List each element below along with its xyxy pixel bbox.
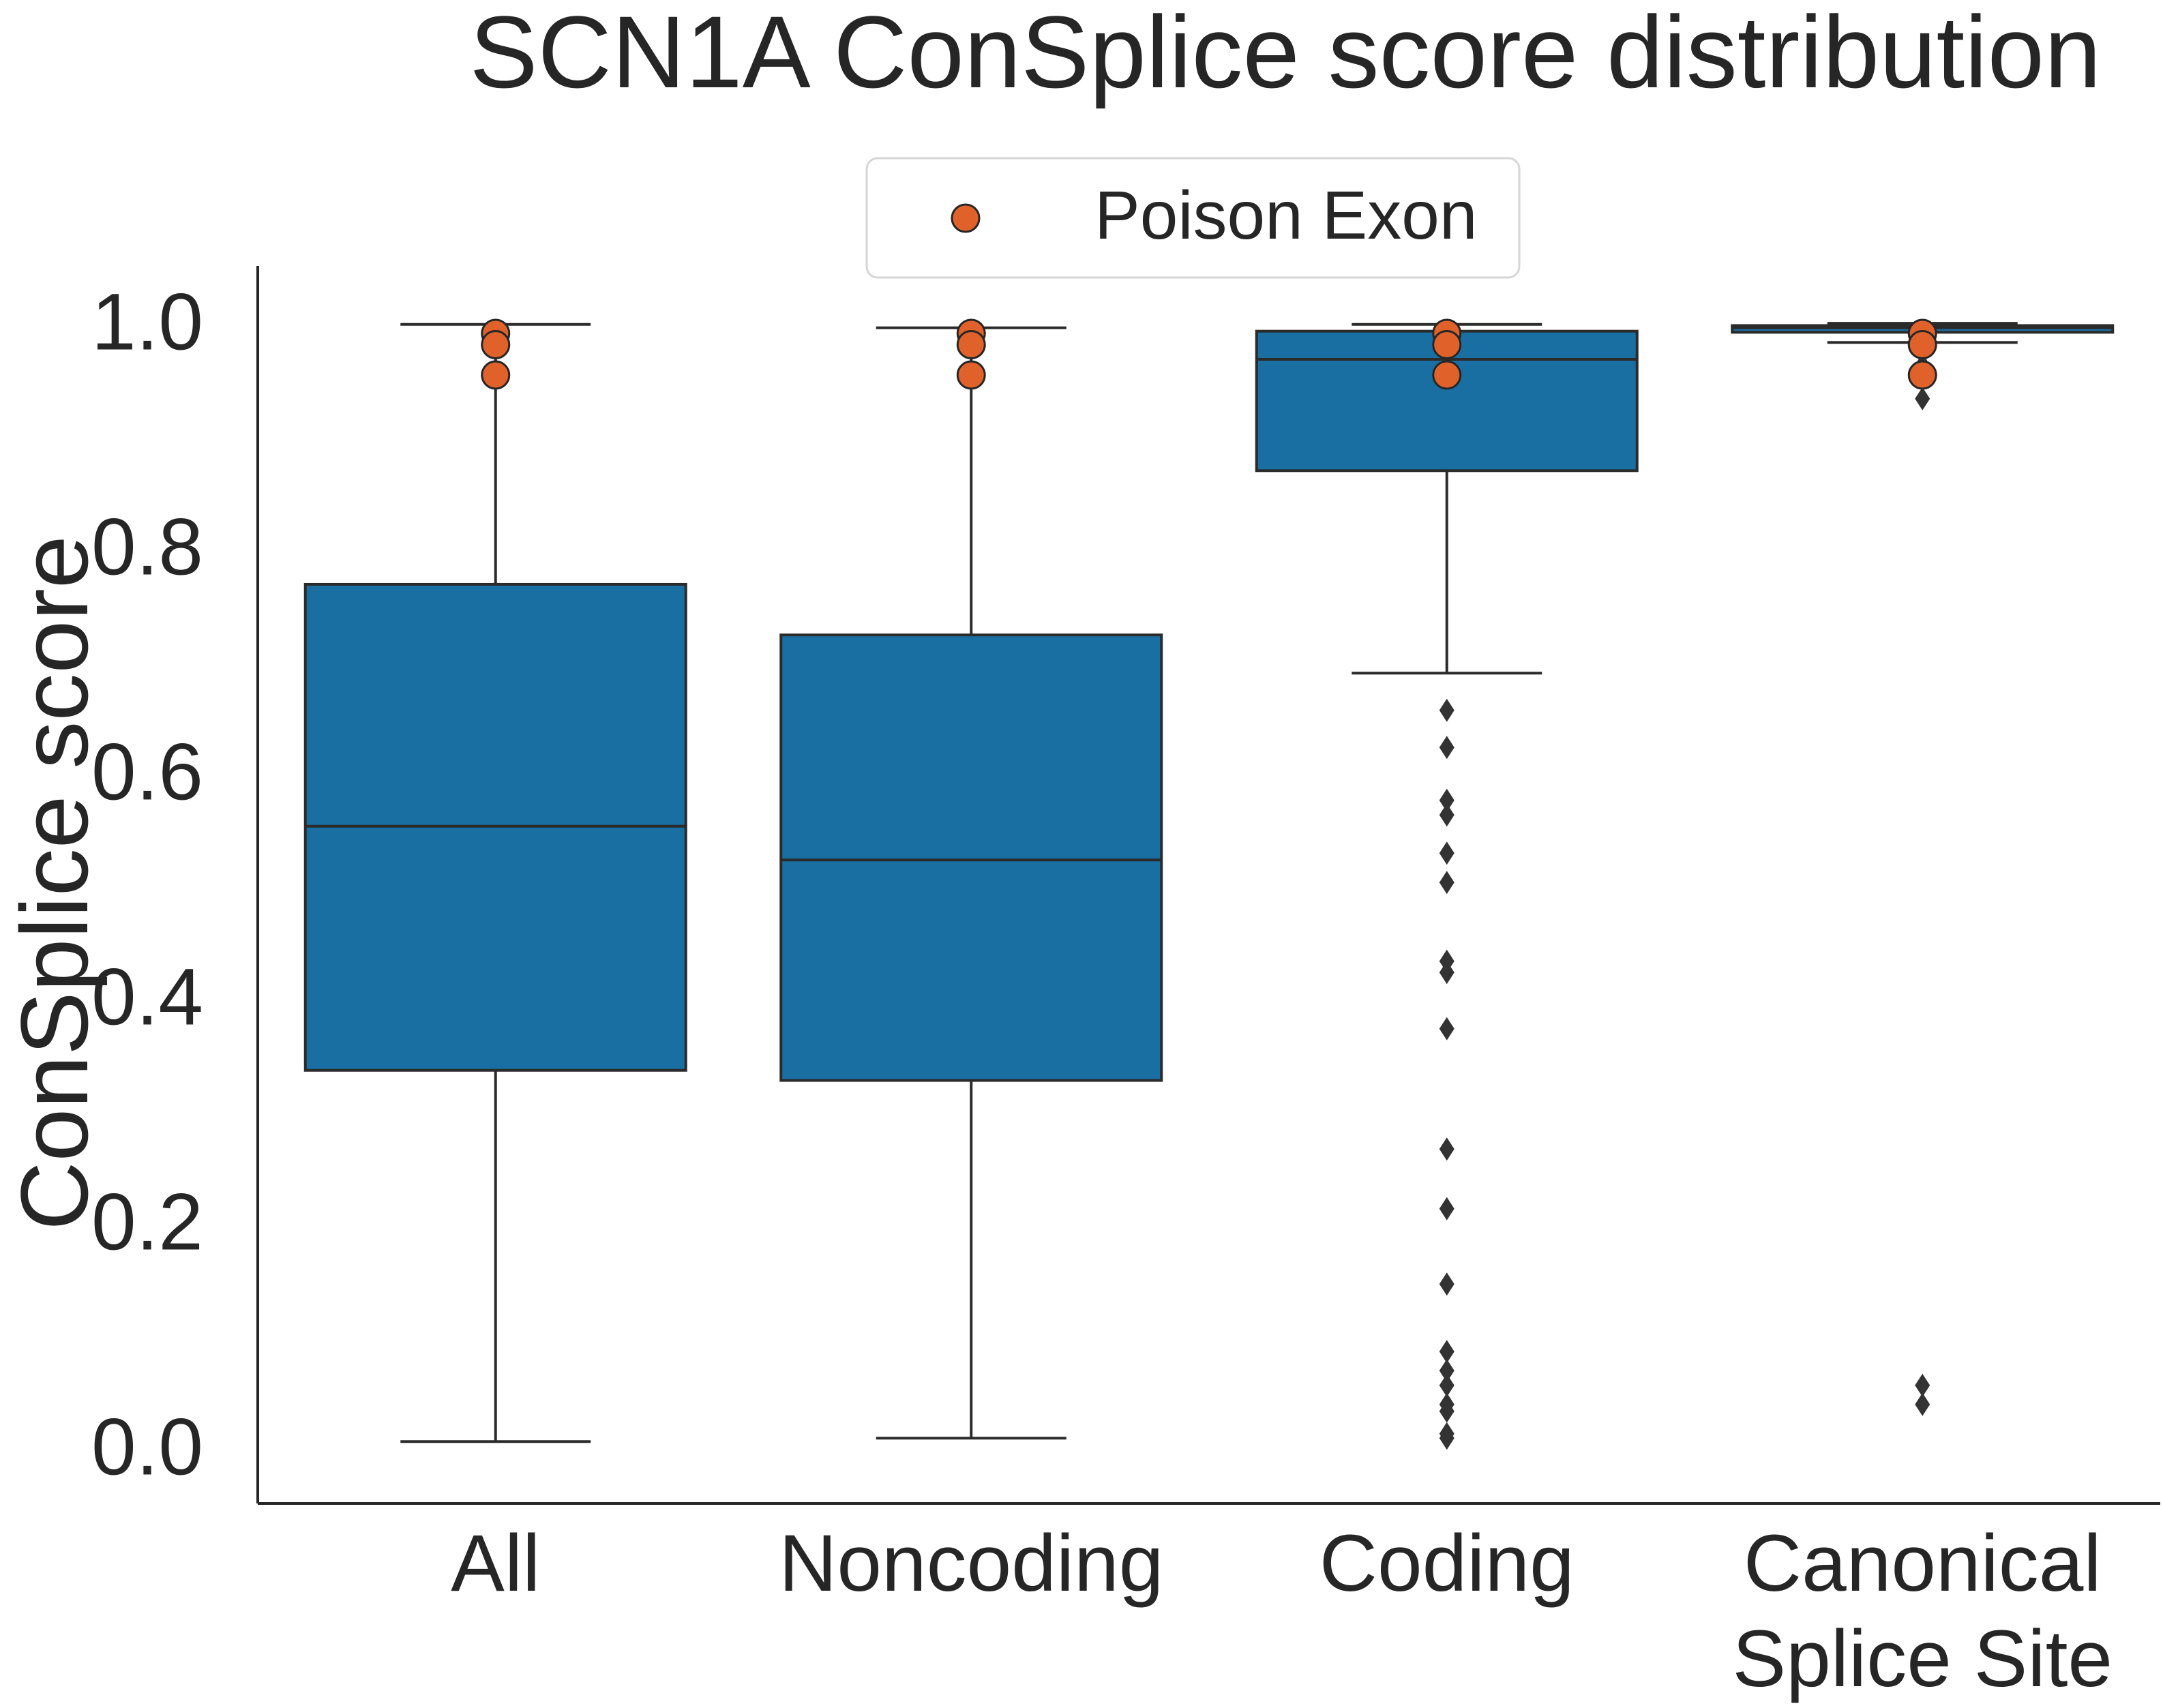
legend: Poison Exon: [865, 157, 1521, 279]
box-group: [303, 323, 687, 1443]
x-tick-label: Noncoding: [779, 1518, 1163, 1608]
outlier-point: [1915, 387, 1930, 410]
legend-frame: [865, 157, 1521, 279]
poison-exon-point: [956, 360, 986, 390]
outlier-point: [1439, 1197, 1455, 1220]
outlier-point: [1439, 961, 1455, 985]
poison-exon-point: [1907, 330, 1937, 359]
y-tick-label: 0.8: [91, 503, 203, 593]
y-tick-labels: 0.0 0.2 0.4 0.6 0.8 1.0: [91, 278, 203, 1493]
outlier-point: [1439, 736, 1455, 760]
x-tick-label: Coding: [1319, 1518, 1575, 1608]
x-tick-label: Splice Site: [1732, 1614, 2113, 1704]
y-axis-label: ConSplice score: [1, 535, 108, 1230]
box: [779, 633, 1163, 1082]
outlier-point: [1439, 871, 1455, 895]
y-tick-label: 0.6: [91, 728, 203, 818]
poison-exon-point: [1907, 360, 1937, 390]
outlier-point: [1439, 841, 1455, 865]
poison-exon-point: [481, 360, 511, 390]
poison-exon-point: [1432, 360, 1462, 390]
outlier-point: [1915, 1373, 1930, 1397]
outliers: [1439, 342, 1930, 1450]
poison-exon-point: [1432, 330, 1462, 359]
legend-marker-poison-exon: [951, 203, 981, 233]
axes: [256, 266, 2160, 1505]
poison-exon-points: [481, 318, 1937, 390]
y-tick-label: 0.2: [91, 1178, 203, 1268]
x-tick-label: All: [451, 1518, 540, 1608]
outlier-point: [1439, 1373, 1455, 1397]
outlier-point: [1915, 1392, 1930, 1416]
outlier-point: [1439, 1399, 1455, 1423]
outlier-point: [1439, 1426, 1455, 1450]
y-tick-label: 1.0: [91, 278, 203, 368]
poison-exon-point: [481, 330, 511, 359]
x-tick-label: Canonical: [1744, 1518, 2102, 1608]
chart-title: SCN1A ConSplice score distribution: [470, 0, 2102, 109]
y-tick-label: 0.4: [91, 953, 203, 1043]
boxes: [303, 322, 2115, 1443]
poison-exon-point: [956, 330, 986, 359]
legend-label-poison-exon: Poison Exon: [1094, 177, 1477, 254]
outlier-point: [1439, 1272, 1455, 1296]
box-group: [779, 326, 1163, 1440]
y-tick-label: 0.0: [91, 1403, 203, 1493]
outlier-point: [1439, 1359, 1455, 1383]
outlier-point: [1439, 788, 1455, 812]
outlier-point: [1439, 1137, 1455, 1161]
outlier-point: [1439, 803, 1455, 827]
outlier-point: [1439, 698, 1455, 722]
outlier-point: [1439, 1340, 1455, 1364]
outlier-point: [1439, 1017, 1455, 1040]
